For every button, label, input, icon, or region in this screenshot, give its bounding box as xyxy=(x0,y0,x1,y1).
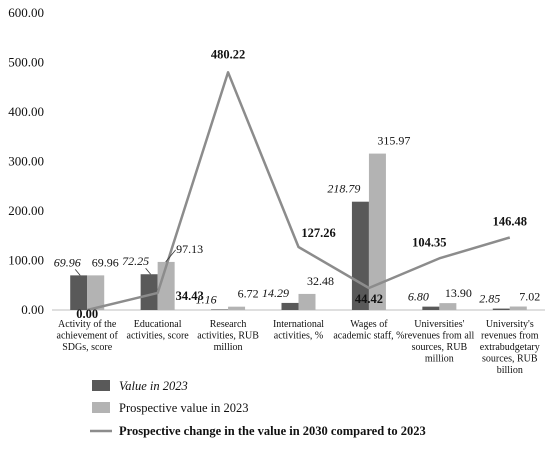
data-label-value-2023: 72.25 xyxy=(122,254,149,268)
data-label-value-2023: 69.96 xyxy=(54,255,81,269)
data-label-value-2023: 6.80 xyxy=(408,290,429,304)
data-label-value-2023: 218.79 xyxy=(327,182,360,196)
x-category-label: Research xyxy=(210,319,247,330)
data-label-prospective-2023: 32.48 xyxy=(307,274,334,288)
x-category-label: achievement of xyxy=(57,331,119,342)
bar-value-2023 xyxy=(70,275,88,310)
bar-value-2023 xyxy=(140,274,158,310)
x-category-label: revenues from all xyxy=(404,331,474,342)
data-label-prospective-change-2030: 34.43 xyxy=(176,289,204,303)
x-category-label: Educational xyxy=(134,319,182,330)
x-category-label: billion xyxy=(497,365,523,376)
data-label-prospective-change-2030: 104.35 xyxy=(412,235,446,249)
data-label-prospective-change-2030: 0.00 xyxy=(76,307,98,321)
data-label-value-2023: 2.85 xyxy=(479,292,500,306)
x-category-label: million xyxy=(214,342,243,353)
x-category-label: University's xyxy=(486,319,534,330)
data-label-prospective-change-2030: 44.42 xyxy=(355,292,383,306)
data-label-prospective-change-2030: 146.48 xyxy=(493,214,527,228)
bar-prospective-2023 xyxy=(368,153,386,310)
y-tick-label: 100.00 xyxy=(8,253,44,268)
data-label-prospective-2023: 315.97 xyxy=(377,134,410,148)
bar-prospective-2023 xyxy=(509,306,527,310)
x-category-label: International xyxy=(273,319,324,330)
bar-prospective-2023 xyxy=(298,293,316,310)
bar-value-2023 xyxy=(281,302,299,310)
data-label-prospective-2023: 6.72 xyxy=(238,287,259,301)
bar-value-2023 xyxy=(211,309,229,310)
data-label-value-2023: 1.16 xyxy=(196,292,217,306)
x-category-label: activities, % xyxy=(274,331,323,342)
legend-swatch-prospective-2023 xyxy=(92,402,110,413)
data-label-prospective-change-2030: 480.22 xyxy=(211,47,245,61)
x-category-label: activities, score xyxy=(127,331,190,342)
x-category-label: extrabudgetary xyxy=(480,342,540,353)
y-tick-label: 300.00 xyxy=(8,154,44,169)
leader-line-prospective-2023 xyxy=(165,249,176,263)
x-category-label: million xyxy=(425,354,454,365)
data-label-prospective-2023: 69.96 xyxy=(92,255,119,269)
data-label-prospective-2023: 7.02 xyxy=(519,290,540,304)
x-category-label: Activity of the xyxy=(58,319,117,330)
x-category-label: SDGs, score xyxy=(62,342,113,353)
bar-prospective-2023 xyxy=(157,261,175,310)
bar-value-2023 xyxy=(422,306,440,310)
data-label-prospective-2023: 13.90 xyxy=(445,286,472,300)
bar-value-2023 xyxy=(351,201,369,310)
x-category-label: sources, RUB xyxy=(482,354,538,365)
bar-prospective-2023 xyxy=(87,275,105,310)
data-label-prospective-change-2030: 127.26 xyxy=(301,226,335,240)
x-category-label: revenues from xyxy=(481,331,539,342)
x-category-label: activities, RUB xyxy=(197,331,259,342)
x-category-label: Universities' xyxy=(414,319,464,330)
data-label-value-2023: 14.29 xyxy=(262,286,289,300)
leader-line-value-2023 xyxy=(74,269,81,276)
y-tick-label: 0.00 xyxy=(21,302,44,317)
bar-value-2023 xyxy=(492,308,510,310)
leader-line-value-2023 xyxy=(145,267,151,275)
x-category-label: academic staff, % xyxy=(333,331,404,342)
x-category-label: Wages of xyxy=(350,319,388,330)
legend-label-value-2023: Value in 2023 xyxy=(119,379,188,393)
y-tick-label: 200.00 xyxy=(8,203,44,218)
line-prospective-change-2030 xyxy=(86,71,511,312)
x-category-label: sources, RUB xyxy=(412,342,468,353)
bar-prospective-2023 xyxy=(439,303,457,310)
y-tick-label: 600.00 xyxy=(8,5,44,20)
y-tick-label: 500.00 xyxy=(8,55,44,70)
legend-swatch-value-2023 xyxy=(92,380,110,391)
y-tick-label: 400.00 xyxy=(8,104,44,119)
data-label-prospective-2023: 97.13 xyxy=(176,242,203,256)
bar-prospective-2023 xyxy=(228,306,246,310)
legend-label-prospective-2023: Prospective value in 2023 xyxy=(119,401,249,415)
legend-label-prospective-change-2030: Prospective change in the value in 2030 … xyxy=(119,424,426,438)
